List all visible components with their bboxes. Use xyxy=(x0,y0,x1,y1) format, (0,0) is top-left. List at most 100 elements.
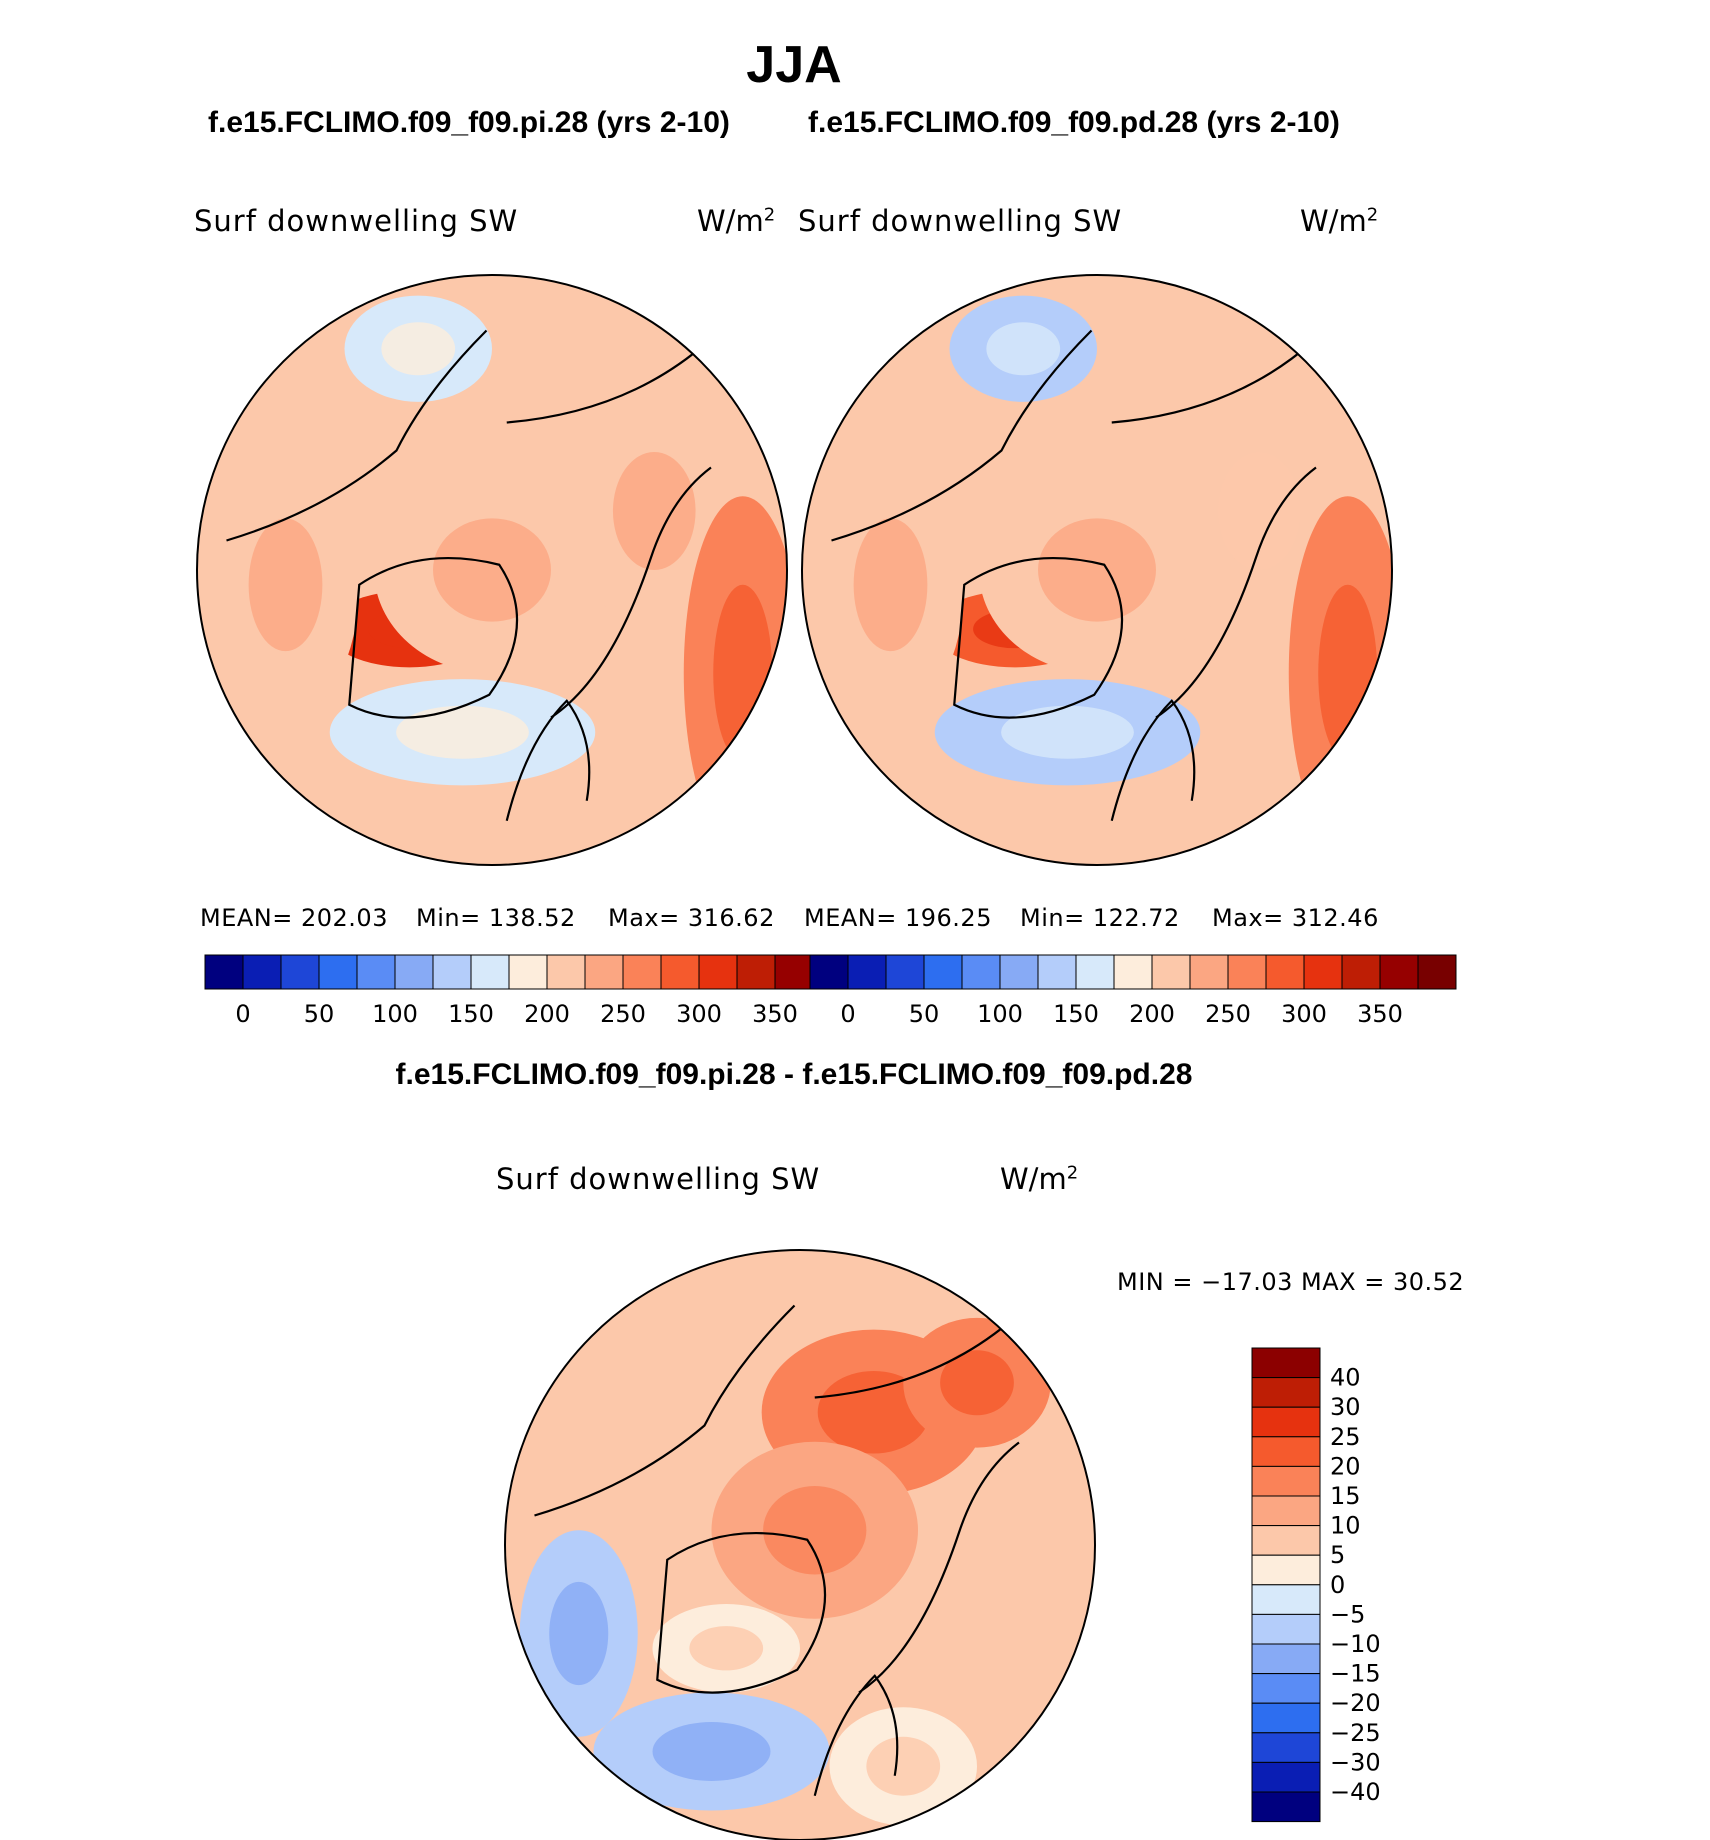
coastline-0 xyxy=(953,557,1124,719)
colorbar-swatch xyxy=(1037,954,1077,990)
colorbar-tick-label: 40 xyxy=(1330,1364,1361,1392)
coastline-1 xyxy=(534,1304,796,1517)
season-title: JJA xyxy=(746,36,842,94)
region-core-north-america xyxy=(248,518,323,652)
coastline-3 xyxy=(858,1441,1020,1694)
colorbar-swatch xyxy=(698,954,738,990)
panel2-min: Min= 122.72 xyxy=(1020,904,1180,932)
region-core-europe xyxy=(866,1736,941,1796)
region-core-greenland xyxy=(689,1626,764,1671)
colorbar-swatch xyxy=(1227,954,1267,990)
colorbar-swatch xyxy=(1251,1761,1321,1793)
colorbar-swatch xyxy=(1251,1791,1321,1823)
colorbar-swatch xyxy=(847,954,887,990)
panel2-variable-label: Surf downwelling SW xyxy=(798,204,1123,238)
colorbar-swatch xyxy=(660,954,700,990)
panel1-colorbar: 0 50 100 150 200 250 300 350 xyxy=(204,954,852,1028)
colorbar-swatch xyxy=(356,954,396,990)
colorbar-tick-label: 350 xyxy=(1357,1000,1403,1028)
right-case-title: f.e15.FCLIMO.f09_f09.pd.28 (yrs 2-10) xyxy=(808,106,1340,139)
region-core-north-america-west xyxy=(549,1581,609,1686)
colorbar-swatch xyxy=(1251,1584,1321,1615)
colorbar-swatch xyxy=(1265,954,1305,990)
colorbar-swatch xyxy=(1303,954,1343,990)
colorbar-swatch xyxy=(1251,1347,1321,1379)
colorbar-tick-label: 20 xyxy=(1330,1452,1361,1480)
colorbar-swatch xyxy=(242,954,282,990)
colorbar-tick-label: −10 xyxy=(1330,1630,1381,1658)
panel2-mean: MEAN= 196.25 xyxy=(804,904,992,932)
panel2-units-label: W/m2 xyxy=(1300,204,1379,238)
colorbar-tick-label: 0 xyxy=(840,1000,855,1028)
colorbar-swatch xyxy=(470,954,510,990)
colorbar-swatch xyxy=(1251,1702,1321,1734)
colorbar-tick-label: −20 xyxy=(1330,1689,1381,1717)
coastline-3 xyxy=(550,466,712,719)
colorbar-tick-label: −15 xyxy=(1330,1660,1381,1688)
region-core-north-atlantic xyxy=(652,1722,771,1781)
colorbar-tick-label: 250 xyxy=(1205,1000,1251,1028)
colorbar-swatch xyxy=(1251,1554,1321,1586)
colorbar-tick-label: −5 xyxy=(1330,1600,1365,1628)
coastline-1 xyxy=(831,329,1093,542)
region-core-arctic-ocean xyxy=(1038,518,1156,622)
colorbar-swatch xyxy=(999,954,1039,990)
panel3-minmax: MIN = −17.03 MAX = 30.52 xyxy=(1117,1268,1465,1296)
colorbar-swatch xyxy=(809,954,849,990)
colorbar-tick-label: 150 xyxy=(448,1000,494,1028)
coastline-0 xyxy=(656,1532,827,1694)
colorbar-tick-label: 150 xyxy=(1053,1000,1099,1028)
colorbar-swatch xyxy=(1251,1613,1321,1645)
coastline-4 xyxy=(505,699,591,822)
panel1-mean: MEAN= 202.03 xyxy=(200,904,388,932)
colorbar-tick-label: 15 xyxy=(1330,1482,1361,1510)
colorbar-swatch xyxy=(318,954,358,990)
colorbar-tick-label: 25 xyxy=(1330,1423,1361,1451)
region-core-subtropics xyxy=(1318,584,1378,762)
colorbar-swatch xyxy=(1417,954,1457,990)
colorbar-swatch xyxy=(432,954,472,990)
colorbar-swatch xyxy=(1251,1495,1321,1527)
region-core-siberia xyxy=(817,1370,930,1454)
colorbar-tick-label: 300 xyxy=(1281,1000,1327,1028)
colorbar-tick-label: 300 xyxy=(676,1000,722,1028)
map-boundary xyxy=(504,1249,1096,1840)
coastline-1 xyxy=(226,329,488,542)
panel1-max: Max= 316.62 xyxy=(608,904,775,932)
colorbar-swatch xyxy=(1379,954,1419,990)
coastline-0 xyxy=(348,557,519,719)
colorbar-swatch xyxy=(774,954,814,990)
colorbar-swatch xyxy=(1113,954,1153,990)
diff-case-title: f.e15.FCLIMO.f09_f09.pi.28 - f.e15.FCLIM… xyxy=(395,1058,1193,1091)
colorbar-swatch xyxy=(736,954,776,990)
colorbar-swatch xyxy=(546,954,586,990)
colorbar-tick-label: 50 xyxy=(909,1000,940,1028)
colorbar-swatch xyxy=(1341,954,1381,990)
colorbar-tick-label: 250 xyxy=(600,1000,646,1028)
colorbar-swatch xyxy=(1151,954,1191,990)
panel1-units-label: W/m2 xyxy=(697,204,776,238)
region-core-siberia xyxy=(612,452,696,570)
colorbar-tick-label: 10 xyxy=(1330,1512,1361,1540)
colorbar-swatch xyxy=(923,954,963,990)
panel1-min: Min= 138.52 xyxy=(416,904,576,932)
left-case-title: f.e15.FCLIMO.f09_f09.pi.28 (yrs 2-10) xyxy=(208,106,730,139)
panel1-variable-label: Surf downwelling SW xyxy=(194,204,519,238)
colorbar-tick-label: 200 xyxy=(1129,1000,1175,1028)
region-core-arctic-ocean xyxy=(763,1486,867,1575)
colorbar-swatch xyxy=(885,954,925,990)
colorbar-tick-label: −25 xyxy=(1330,1719,1381,1747)
colorbar-swatch xyxy=(394,954,434,990)
colorbar-tick-label: −30 xyxy=(1330,1748,1381,1776)
region-core-arctic-ocean xyxy=(433,518,551,622)
colorbar-tick-label: 30 xyxy=(1330,1393,1361,1421)
colorbar-swatch xyxy=(961,954,1001,990)
region-core-north-atlantic xyxy=(1001,705,1134,759)
colorbar-tick-label: 50 xyxy=(304,1000,335,1028)
colorbar-swatch xyxy=(280,954,320,990)
map-boundary xyxy=(801,274,1393,866)
colorbar-tick-label: −40 xyxy=(1330,1778,1381,1806)
